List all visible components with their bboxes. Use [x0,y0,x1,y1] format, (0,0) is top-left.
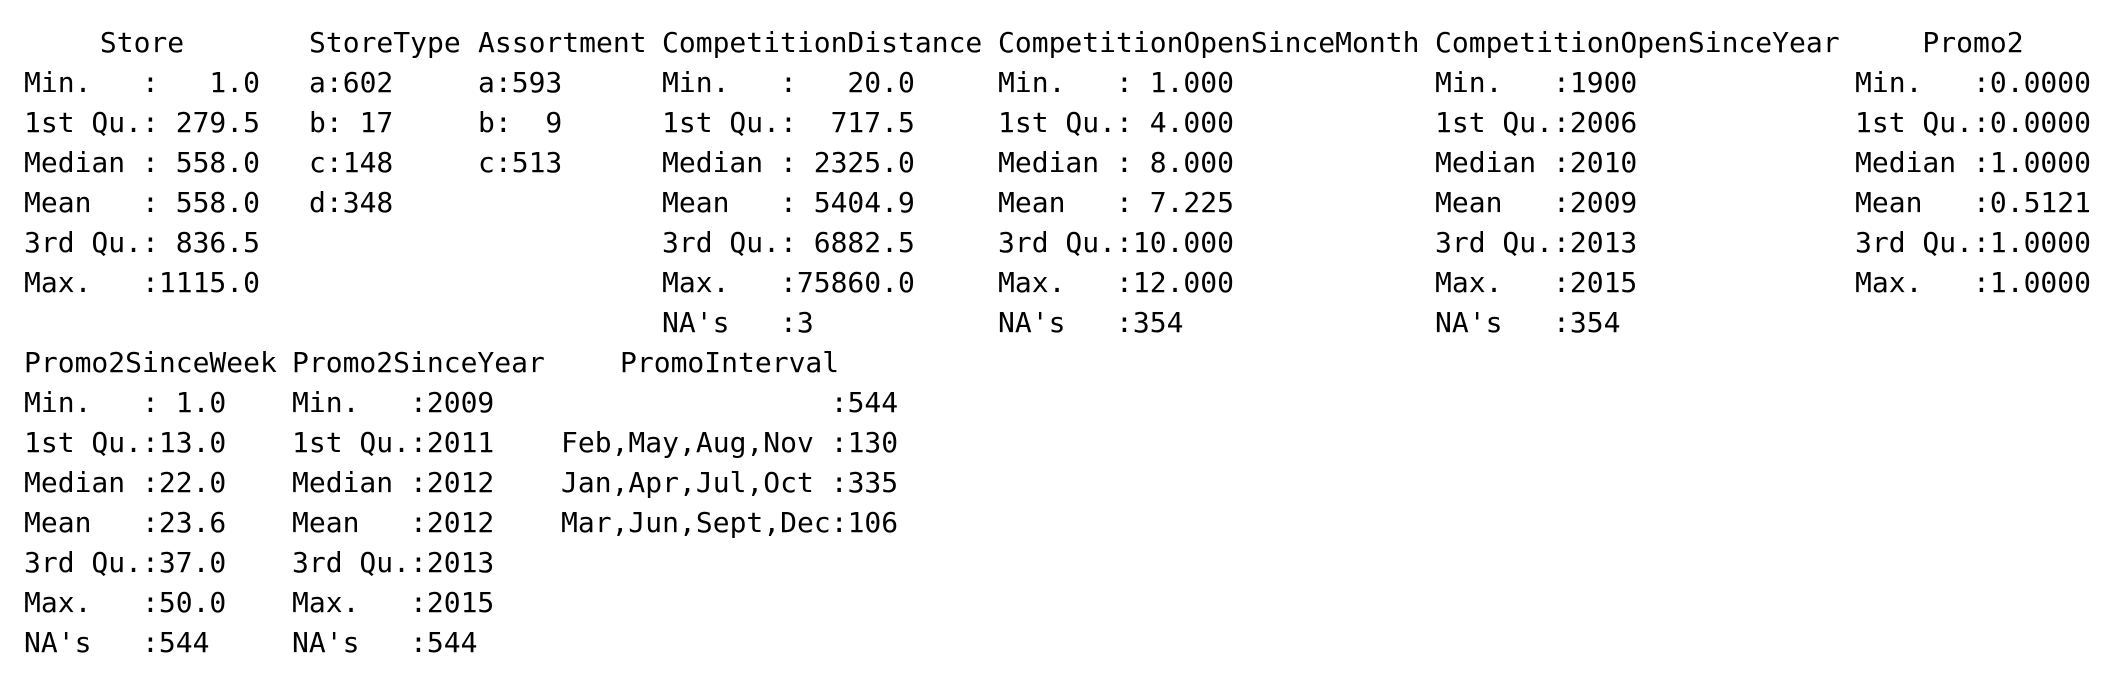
summary-cell: Mar,Jun,Sept,Dec:106 [561,506,899,539]
summary-column: CompetitionOpenSinceMonth Min. : 1.000 1st… [998,23,1419,343]
summary-cell: 3rd Qu.:10.000 [998,226,1235,259]
summary-cell: Max. :12.000 [998,266,1235,299]
summary-cell: Max. :1115.0 [24,266,261,299]
column-header: StoreType [309,26,461,59]
summary-column: Store Min. : 1.0 1st Qu.: 279.5 Median : 55… [24,23,260,303]
summary-cell: Max. :75860.0 [662,266,915,299]
summary-cell: a:602 [309,66,394,99]
summary-cell: Min. :1900 [1435,66,1638,99]
column-header: Store [99,26,185,59]
summary-cell: 3rd Qu.:37.0 [24,546,227,579]
summary-cell: 1st Qu.:13.0 [24,426,227,459]
summary-cell: d:348 [309,186,394,219]
summary-cell: Mean : 5404.9 [662,186,915,219]
summary-column: Promo2 Min. :0.0000 1st Qu.:0.0000 Median :… [1855,23,2091,303]
summary-cell: NA's :354 [1435,306,1621,339]
summary-cell: 3rd Qu.: 6882.5 [662,226,915,259]
summary-column: PromoInterval :544 Feb,May,Aug,Nov :130 Ja… [561,343,898,543]
summary-cell: Mean :2012 [292,506,495,539]
column-header: PromoInterval [620,346,840,379]
summary-cell: a:593 [478,66,563,99]
summary-cell: Mean : 7.225 [998,186,1235,219]
summary-cell: 3rd Qu.:2013 [292,546,495,579]
summary-cell: 1st Qu.: 717.5 [662,106,915,139]
summary-cell: 3rd Qu.: 836.5 [24,226,261,259]
summary-cell: Min. : 1.000 [998,66,1235,99]
column-header: CompetitionOpenSinceYear [1435,26,1840,59]
summary-cell: Median : 558.0 [24,146,261,179]
column-header: Assortment [478,26,647,59]
summary-column: CompetitionOpenSinceYear Min. :1900 1st Qu… [1435,23,1840,343]
summary-cell: c:513 [478,146,563,179]
summary-cell: b: 17 [309,106,394,139]
summary-cell: Min. : 20.0 [662,66,915,99]
summary-cell: 1st Qu.:2011 [292,426,495,459]
column-header: Promo2SinceWeek [24,346,277,379]
column-header: Promo2SinceYear [292,346,545,379]
summary-cell: Mean :2009 [1435,186,1638,219]
summary-cell: NA's :544 [292,626,478,659]
summary-cell: b: 9 [478,106,563,139]
summary-cell: :544 [561,386,899,419]
summary-cell: Median :1.0000 [1855,146,2092,179]
column-header: CompetitionOpenSinceMonth [998,26,1420,59]
summary-cell: Min. :2009 [292,386,495,419]
summary-cell: Feb,May,Aug,Nov :130 [561,426,899,459]
summary-column: Promo2SinceYear Min. :2009 1st Qu.:2011 Med… [292,343,545,663]
column-header: Promo2 [1922,26,2024,59]
summary-cell: Max. :1.0000 [1855,266,2092,299]
summary-cell: Mean : 558.0 [24,186,261,219]
summary-cell: 1st Qu.:2006 [1435,106,1638,139]
summary-column: Assortment a:593 b: 9 c:513 [478,23,647,183]
summary-cell: Median : 2325.0 [662,146,915,179]
summary-cell: 1st Qu.:0.0000 [1855,106,2092,139]
summary-cell: Max. :2015 [1435,266,1638,299]
summary-cell: Median : 8.000 [998,146,1235,179]
summary-column: StoreType a:602 b: 17 c:148 d:348 [309,23,461,223]
summary-cell: 1st Qu.: 4.000 [998,106,1235,139]
summary-cell: NA's :544 [24,626,210,659]
summary-cell: Max. :50.0 [24,586,227,619]
summary-cell: Mean :0.5121 [1855,186,2092,219]
summary-cell: Min. :0.0000 [1855,66,2092,99]
summary-cell: Median :2010 [1435,146,1638,179]
summary-cell: 3rd Qu.:2013 [1435,226,1638,259]
summary-cell: c:148 [309,146,394,179]
summary-cell: Mean :23.6 [24,506,227,539]
summary-cell: 1st Qu.: 279.5 [24,106,261,139]
summary-cell: Min. : 1.0 [24,386,227,419]
summary-cell: Max. :2015 [292,586,495,619]
summary-column: Promo2SinceWeek Min. : 1.0 1st Qu.:13.0 Med… [24,343,277,663]
summary-cell: Median :22.0 [24,466,227,499]
summary-cell: NA's :354 [998,306,1184,339]
summary-cell: NA's :3 [662,306,814,339]
summary-cell: 3rd Qu.:1.0000 [1855,226,2092,259]
summary-cell: Min. : 1.0 [24,66,261,99]
summary-cell: Jan,Apr,Jul,Oct :335 [561,466,899,499]
summary-column: CompetitionDistance Min. : 20.0 1st Qu.: 7… [662,23,982,343]
column-header: CompetitionDistance [662,26,983,59]
summary-cell: Median :2012 [292,466,495,499]
